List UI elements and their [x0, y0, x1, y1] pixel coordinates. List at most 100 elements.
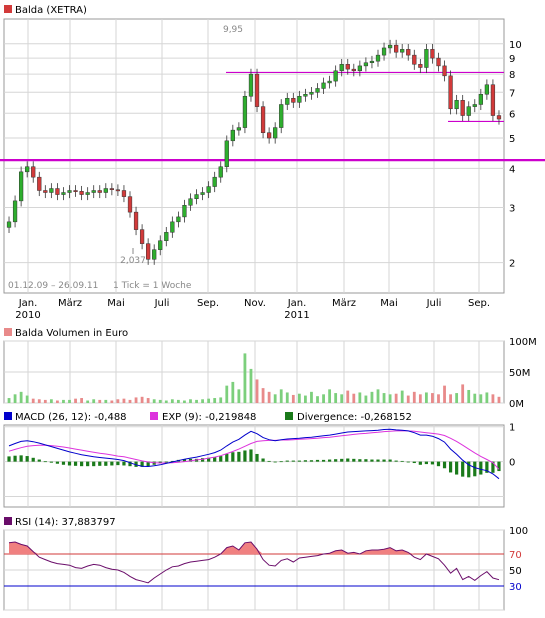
macd-line: [8, 428, 500, 480]
volume-bar: [207, 398, 211, 403]
candle-body: [218, 166, 223, 178]
candle-body: [194, 194, 199, 199]
volume-bar: [388, 394, 392, 403]
volume-panel: Balda Volumen in Euro 100M 50M 0M: [3, 328, 537, 410]
volume-bar: [328, 389, 332, 403]
candle-body: [67, 190, 72, 193]
macd-y-axis: 10: [509, 423, 515, 469]
candle-body: [97, 190, 102, 193]
divergence-bar: [412, 461, 416, 464]
divergence-bar: [249, 449, 253, 462]
divergence-bar: [7, 456, 11, 462]
divergence-bar: [13, 455, 17, 462]
x-month-label: Jan.: [287, 298, 307, 309]
x-year-label: 2011: [284, 310, 309, 321]
volume-bar: [304, 395, 307, 403]
macd-panel: MACD (26, 12): -0,488 EXP (9): -0,219848…: [3, 412, 515, 508]
macd-legend: MACD (26, 12): -0,488: [15, 412, 127, 423]
divergence-bar: [140, 461, 144, 467]
volume-bar: [122, 398, 126, 403]
candle-body: [152, 249, 157, 260]
volume-bar: [334, 393, 338, 403]
divergence-bar: [182, 459, 187, 462]
volume-bar: [273, 394, 277, 403]
volume-bar: [297, 393, 301, 403]
macd-y-tick: 1: [509, 423, 515, 434]
macd-legend-swatch: [4, 412, 12, 420]
volume-bar: [394, 393, 398, 403]
divergence-bar: [448, 461, 453, 473]
candle-body: [139, 229, 145, 244]
divergence-bar: [146, 461, 150, 467]
rsi-overbought-fill: [9, 542, 499, 554]
candle-body: [127, 196, 133, 213]
volume-bar: [376, 389, 380, 403]
volume-bar: [461, 384, 465, 403]
exp-legend-swatch: [150, 412, 158, 420]
volume-bar: [231, 381, 235, 403]
price-high-label: 9,95: [223, 25, 243, 35]
volume-bar: [49, 399, 53, 403]
volume-bar: [467, 389, 471, 403]
x-month-label: Juli: [154, 298, 170, 309]
divergence-bar: [364, 459, 368, 462]
volume-bar: [74, 398, 77, 403]
candle-body: [442, 65, 447, 77]
candle-body: [91, 190, 96, 193]
price-y-tick: 8: [509, 70, 515, 81]
price-y-tick: 7: [509, 88, 515, 99]
divergence-bar: [285, 460, 289, 462]
volume-bar: [455, 393, 459, 403]
candle-body: [412, 54, 417, 65]
divergence-bar: [291, 460, 295, 462]
divergence-bar: [207, 457, 211, 462]
divergence-bar: [455, 461, 459, 475]
volume-bar: [237, 389, 241, 403]
divergence-legend-swatch: [285, 412, 293, 420]
candle-body: [170, 221, 175, 233]
volume-bar: [261, 388, 265, 403]
volume-legend-swatch: [4, 328, 12, 336]
exp-legend: EXP (9): -0,219848: [162, 412, 256, 423]
volume-bar: [25, 395, 29, 403]
volume-bar: [170, 399, 174, 403]
divergence-bar: [436, 461, 441, 467]
candle-body: [158, 240, 163, 250]
volume-bar: [443, 385, 446, 403]
divergence-bar: [170, 460, 174, 462]
candle-body: [400, 49, 405, 53]
candle-body: [37, 176, 42, 191]
divergence-bar: [122, 461, 126, 466]
divergence-bar: [340, 458, 344, 462]
price-low-label: 2,037: [120, 256, 146, 266]
volume-bar: [116, 399, 120, 403]
volume-bar: [7, 398, 11, 403]
divergence-bars: [7, 449, 501, 478]
volume-bar: [310, 391, 313, 403]
volume-bar: [479, 394, 483, 403]
candle-body: [133, 211, 139, 230]
volume-bar: [189, 399, 192, 403]
divergence-bar: [231, 452, 235, 462]
divergence-bar: [43, 461, 47, 463]
volume-bar: [201, 399, 204, 403]
x-month-label: Sep.: [197, 298, 219, 309]
rsi-line-path: [8, 541, 500, 584]
volume-bar: [352, 393, 356, 403]
candle-body: [109, 188, 114, 190]
divergence-bar: [430, 461, 435, 465]
divergence-bar: [461, 461, 465, 477]
divergence-bar: [73, 461, 78, 466]
price-tick-info: 1 Tick = 1 Woche: [113, 281, 192, 291]
divergence-bar: [479, 461, 483, 475]
volume-bar: [86, 400, 90, 403]
volume-bar: [424, 392, 428, 403]
divergence-bar: [219, 456, 223, 462]
price-panel: Balda (XETRA) 10 9 8 7 6 5 4 3 2 9,95 2,037 01.1…: [0, 1, 545, 294]
rsi-y-tick: 30: [509, 582, 522, 593]
divergence-bar: [98, 461, 102, 466]
price-date-range: 01.12.09 – 26.09.11: [8, 281, 98, 291]
candle-body: [339, 64, 344, 72]
volume-bar: [243, 353, 247, 403]
